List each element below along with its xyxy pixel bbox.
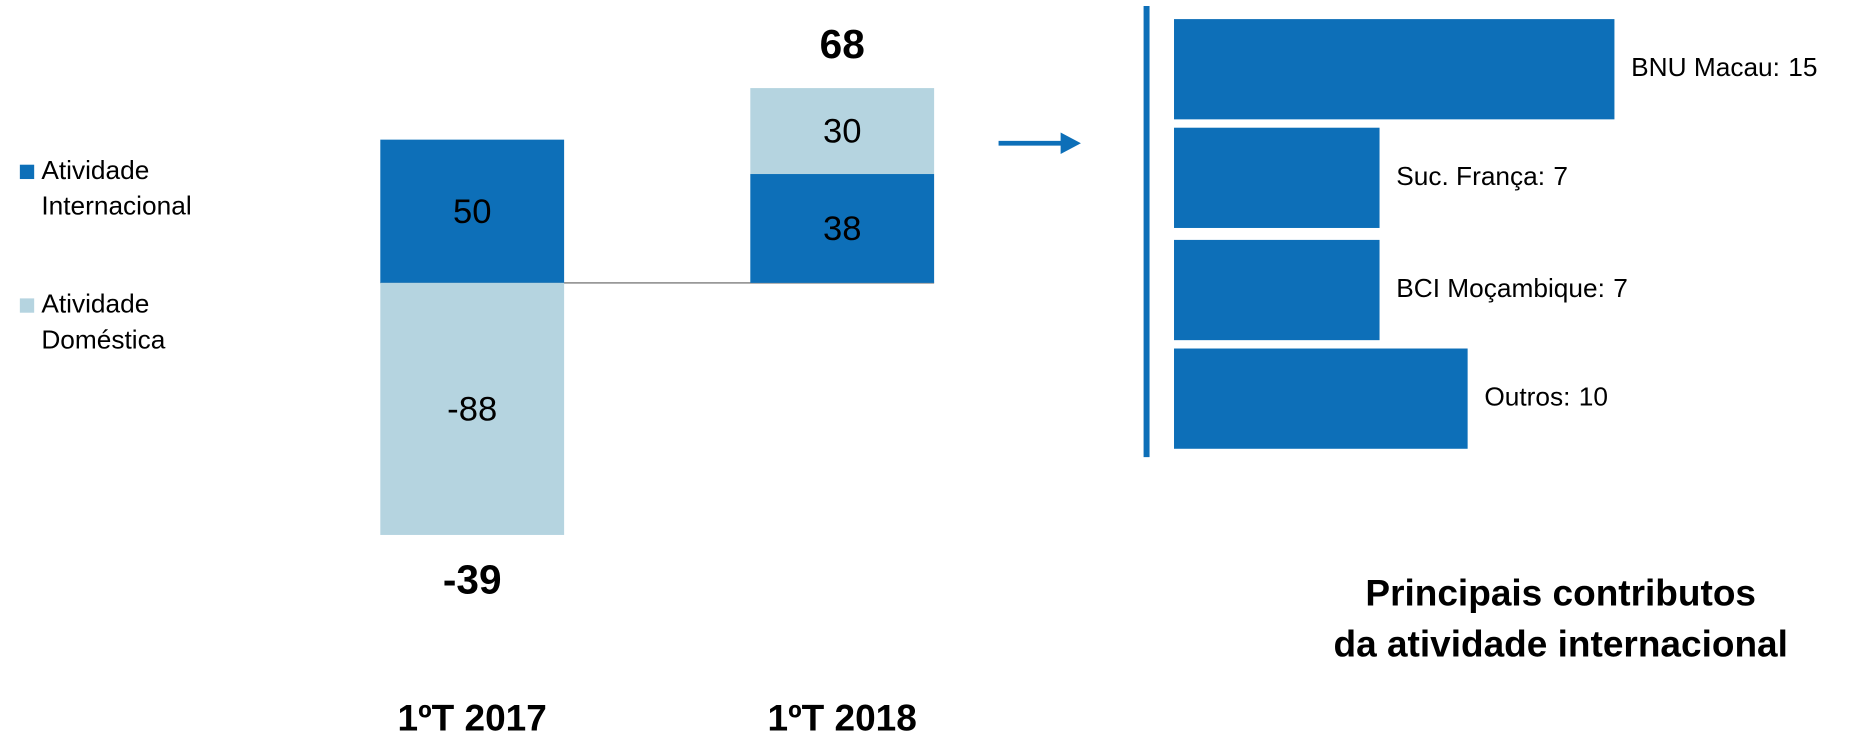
legend-line: Atividade — [41, 155, 149, 185]
bar-label: Suc. França: 7 — [1396, 161, 1568, 191]
legend-line: Atividade — [41, 288, 149, 318]
bar — [380, 282, 565, 535]
legend-swatch — [19, 164, 35, 180]
value-label: 15 — [1788, 52, 1817, 82]
data-label: 30 — [823, 113, 862, 151]
legend-label: Atividade Doméstica — [41, 288, 165, 354]
total-label: 68 — [820, 21, 865, 67]
x-tick-label: 1ºT 2018 — [768, 698, 917, 739]
data-label: 38 — [823, 210, 862, 248]
category-label: BNU Macau: — [1631, 52, 1780, 82]
category-label: Suc. França: — [1396, 161, 1545, 191]
category-label: Outros: — [1484, 382, 1570, 412]
bar — [750, 174, 935, 283]
chart-title: Principais contributos — [1365, 572, 1756, 613]
legend-label: Atividade Internacional — [41, 155, 191, 221]
chart-title: da atividade internacional — [1334, 624, 1788, 665]
value-label: 7 — [1613, 273, 1628, 303]
legend-swatch — [19, 298, 35, 313]
data-label: 50 — [453, 193, 492, 231]
bar — [750, 88, 935, 175]
value-label: 10 — [1579, 382, 1608, 412]
bar — [1174, 19, 1615, 120]
total-label: -39 — [443, 556, 502, 602]
arrow-head — [1060, 132, 1081, 154]
category-label: BCI Moçambique: — [1396, 273, 1605, 303]
bar-label: BNU Macau: 15 — [1631, 52, 1817, 82]
x-tick-label: 1ºT 2017 — [398, 698, 547, 739]
bar — [1174, 348, 1468, 449]
legend-line: Internacional — [41, 191, 191, 221]
bar — [380, 139, 565, 283]
legend-line: Doméstica — [41, 324, 165, 354]
bar-label: BCI Moçambique: 7 — [1396, 273, 1628, 303]
data-label: -88 — [447, 390, 497, 428]
bar — [1174, 239, 1380, 341]
bar — [1174, 127, 1380, 228]
bar-label: Outros: 10 — [1484, 382, 1608, 412]
value-label: 7 — [1553, 161, 1568, 191]
